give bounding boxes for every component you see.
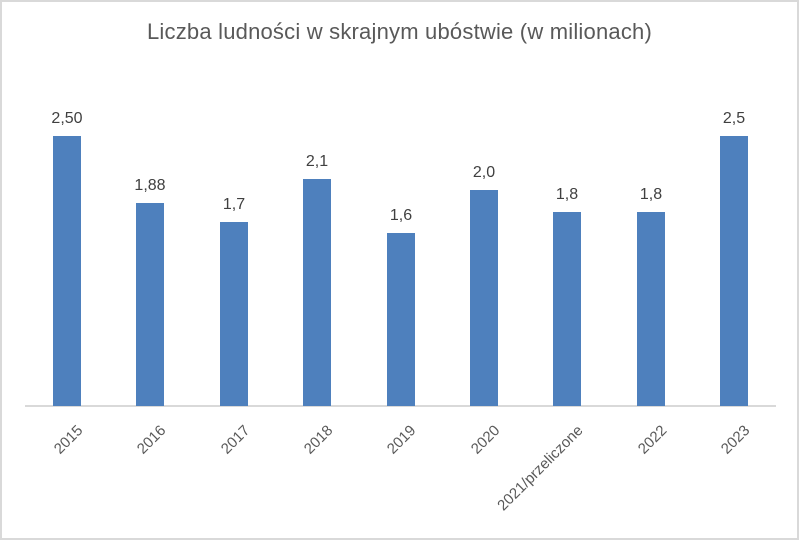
bar-value-label: 1,6 [389, 207, 413, 224]
x-tick-label: 2015 [50, 422, 87, 458]
chart-title: Liczba ludności w skrajnym ubóstwie (w m… [147, 19, 652, 44]
x-tick-label: 2021/przeliczone [493, 422, 587, 515]
x-tick-label: 2018 [300, 422, 337, 458]
bar-value-label: 2,0 [472, 164, 496, 181]
bar-value-label: 2,50 [51, 110, 83, 127]
x-tick-label: 2022 [634, 422, 671, 458]
x-tick-label: 2017 [217, 422, 254, 458]
x-axis-line [25, 405, 776, 407]
bar-value-label: 1,8 [639, 186, 663, 203]
x-tick-label: 2020 [467, 422, 504, 458]
x-tick-label: 2016 [133, 422, 170, 458]
x-tick-label: 2023 [717, 422, 754, 458]
bar [53, 136, 81, 406]
bar [387, 233, 415, 406]
bar [136, 203, 164, 406]
bar [553, 212, 581, 406]
bar [220, 222, 248, 406]
bar-value-label: 1,88 [134, 177, 166, 194]
bar [637, 212, 665, 406]
bar [720, 136, 748, 406]
bar-value-label: 1,8 [555, 186, 579, 203]
bar-value-label: 1,7 [222, 196, 246, 213]
bar [470, 190, 498, 406]
bar-value-label: 2,5 [722, 110, 746, 127]
bar-value-label: 2,1 [305, 153, 329, 170]
x-tick-label: 2019 [383, 422, 420, 458]
bar [303, 179, 331, 406]
